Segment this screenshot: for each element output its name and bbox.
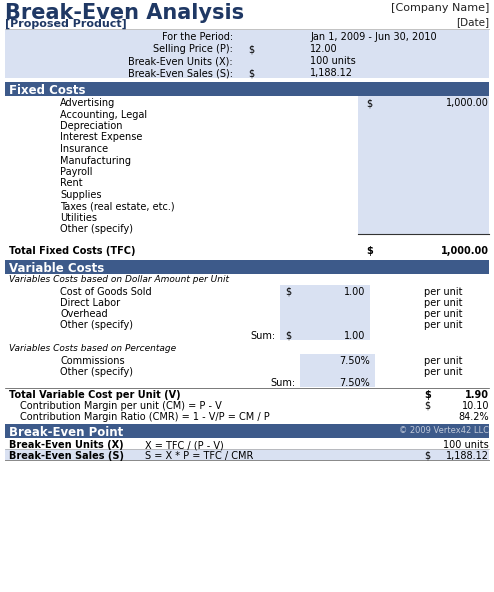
Text: S = X * P = TFC / CMR: S = X * P = TFC / CMR xyxy=(145,451,253,461)
Text: 1.00: 1.00 xyxy=(344,331,365,341)
Text: For the Period:: For the Period: xyxy=(162,32,233,42)
Text: 1,000.00: 1,000.00 xyxy=(441,246,489,256)
Text: per unit: per unit xyxy=(424,356,462,366)
Text: Selling Price (P):: Selling Price (P): xyxy=(153,44,233,54)
Text: $: $ xyxy=(285,287,291,297)
Text: 100 units: 100 units xyxy=(310,56,356,66)
Text: per unit: per unit xyxy=(424,287,462,297)
Text: per unit: per unit xyxy=(424,298,462,308)
Text: Break-Even Units (X):: Break-Even Units (X): xyxy=(128,56,233,66)
Text: Break-Even Point: Break-Even Point xyxy=(9,426,123,439)
Text: $: $ xyxy=(248,44,254,54)
Bar xyxy=(300,354,375,387)
Bar xyxy=(5,424,489,438)
Text: 10.10: 10.10 xyxy=(461,401,489,411)
Bar xyxy=(5,260,489,274)
Text: Total Variable Cost per Unit (V): Total Variable Cost per Unit (V) xyxy=(9,390,181,400)
Text: $: $ xyxy=(424,401,430,411)
Text: [Date]: [Date] xyxy=(456,17,489,27)
Text: Advertising: Advertising xyxy=(60,98,115,108)
Text: Other (specify): Other (specify) xyxy=(60,367,133,377)
Text: [Company Name]: [Company Name] xyxy=(391,3,489,13)
Text: Supplies: Supplies xyxy=(60,190,101,200)
Bar xyxy=(280,285,370,340)
Text: Fixed Costs: Fixed Costs xyxy=(9,84,85,97)
Text: 7.50%: 7.50% xyxy=(339,356,370,366)
Text: $: $ xyxy=(366,246,373,256)
Text: Break-Even Analysis: Break-Even Analysis xyxy=(5,3,244,23)
Text: 1,000.00: 1,000.00 xyxy=(446,98,489,108)
Text: Overhead: Overhead xyxy=(60,309,108,319)
Text: per unit: per unit xyxy=(424,320,462,330)
Text: Sum:: Sum: xyxy=(270,378,295,388)
Text: © 2009 Vertex42 LLC: © 2009 Vertex42 LLC xyxy=(399,426,489,435)
Text: $: $ xyxy=(424,390,431,400)
Text: 100 units: 100 units xyxy=(443,440,489,450)
Text: Total Fixed Costs (TFC): Total Fixed Costs (TFC) xyxy=(9,246,135,256)
Text: Variable Costs: Variable Costs xyxy=(9,262,104,275)
Bar xyxy=(5,82,489,96)
Text: Jan 1, 2009 - Jun 30, 2010: Jan 1, 2009 - Jun 30, 2010 xyxy=(310,32,437,42)
Text: 1.90: 1.90 xyxy=(465,390,489,400)
Text: Break-Even Sales (S): Break-Even Sales (S) xyxy=(9,451,124,461)
Text: $: $ xyxy=(424,451,430,461)
Text: Insurance: Insurance xyxy=(60,144,108,154)
Text: Accounting, Legal: Accounting, Legal xyxy=(60,110,147,120)
Text: Direct Labor: Direct Labor xyxy=(60,298,120,308)
Text: 7.50%: 7.50% xyxy=(339,378,370,388)
Text: Depreciation: Depreciation xyxy=(60,121,123,131)
Text: per unit: per unit xyxy=(424,367,462,377)
Text: 1.00: 1.00 xyxy=(344,287,365,297)
Bar xyxy=(358,96,489,234)
Text: Break-Even Sales (S):: Break-Even Sales (S): xyxy=(128,68,233,78)
Text: Utilities: Utilities xyxy=(60,213,97,223)
Text: Rent: Rent xyxy=(60,179,82,188)
Text: Manufacturing: Manufacturing xyxy=(60,156,131,166)
Text: 84.2%: 84.2% xyxy=(458,412,489,422)
Text: Interest Expense: Interest Expense xyxy=(60,133,142,143)
Text: Variables Costs based on Dollar Amount per Unit: Variables Costs based on Dollar Amount p… xyxy=(9,275,229,284)
Text: [Proposed Product]: [Proposed Product] xyxy=(5,19,127,29)
Text: Variables Costs based on Percentage: Variables Costs based on Percentage xyxy=(9,344,176,353)
Text: Sum:: Sum: xyxy=(250,331,275,341)
Text: Contribution Margin per unit (CM) = P - V: Contribution Margin per unit (CM) = P - … xyxy=(20,401,222,411)
Text: 12.00: 12.00 xyxy=(310,44,337,54)
Text: $: $ xyxy=(285,331,291,341)
Text: $: $ xyxy=(248,68,254,78)
Bar xyxy=(5,449,489,460)
Text: 1,188.12: 1,188.12 xyxy=(310,68,353,78)
Text: Cost of Goods Sold: Cost of Goods Sold xyxy=(60,287,152,297)
Text: X = TFC / (P - V): X = TFC / (P - V) xyxy=(145,440,224,450)
Text: Contribution Margin Ratio (CMR) = 1 - V/P = CM / P: Contribution Margin Ratio (CMR) = 1 - V/… xyxy=(20,412,270,422)
Text: Other (specify): Other (specify) xyxy=(60,320,133,330)
Text: Other (specify): Other (specify) xyxy=(60,224,133,234)
Text: Payroll: Payroll xyxy=(60,167,92,177)
Bar xyxy=(5,30,489,78)
Text: Break-Even Units (X): Break-Even Units (X) xyxy=(9,440,124,450)
Text: $: $ xyxy=(366,98,372,108)
Text: per unit: per unit xyxy=(424,309,462,319)
Text: 1,188.12: 1,188.12 xyxy=(446,451,489,461)
Text: Taxes (real estate, etc.): Taxes (real estate, etc.) xyxy=(60,201,174,211)
Text: Commissions: Commissions xyxy=(60,356,124,366)
